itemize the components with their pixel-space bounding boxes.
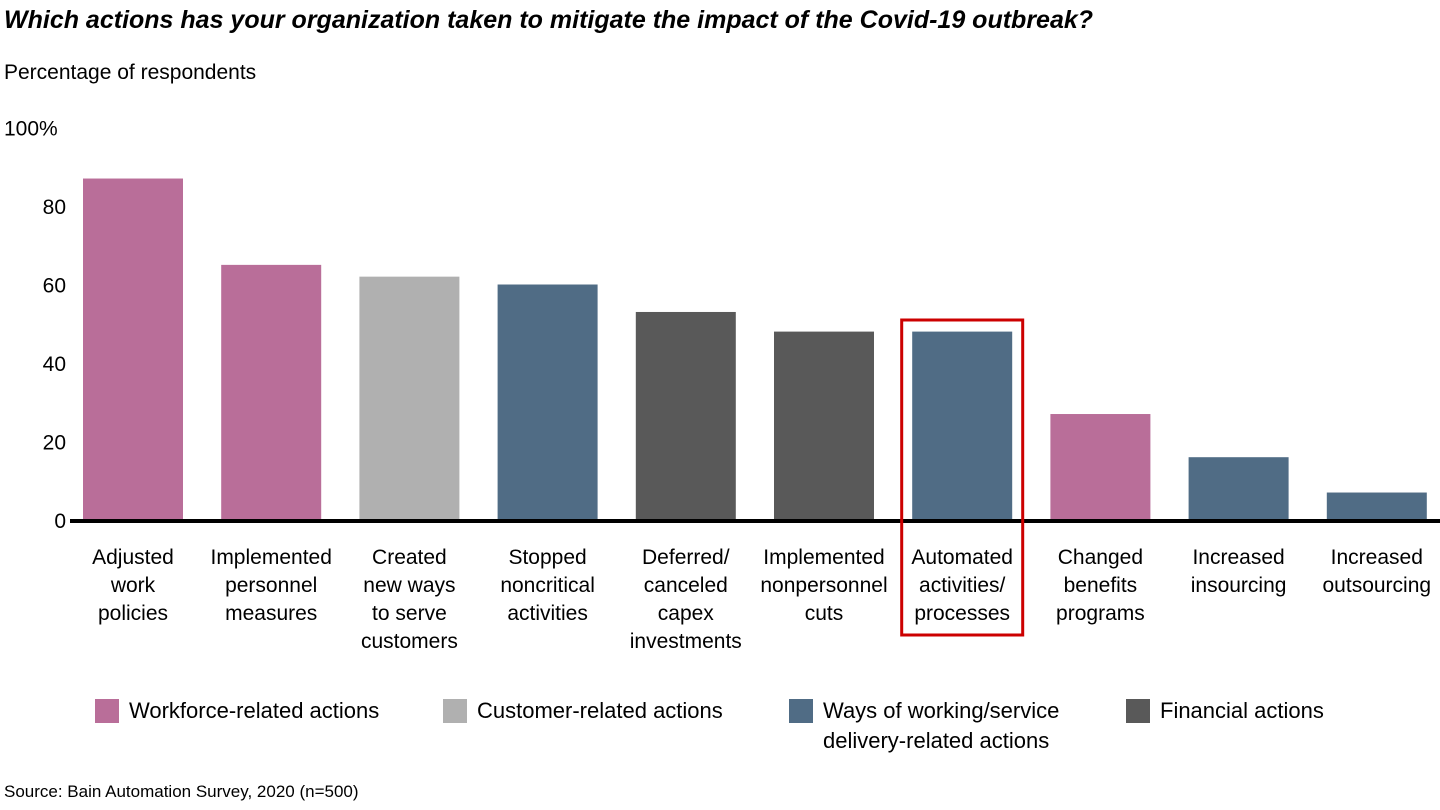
x-tick-label: policies [98, 602, 168, 625]
x-tick-label: Automated [911, 546, 1013, 569]
bar [1326, 492, 1427, 520]
x-tick-label: noncritical [500, 574, 595, 597]
x-tick-label: Adjusted [92, 546, 174, 569]
x-axis-line [70, 519, 1440, 523]
y-tick-label: 40 [43, 353, 66, 376]
x-tick-label: Increased [1192, 546, 1284, 569]
x-tick-label: activities/ [919, 574, 1006, 597]
bar [1188, 457, 1289, 520]
y-tick-label: 20 [43, 432, 66, 455]
bar [221, 264, 322, 520]
x-tick-label: measures [225, 602, 317, 625]
x-tick-label: customers [361, 630, 458, 653]
bar [635, 311, 736, 520]
legend-swatch [789, 699, 813, 723]
legend-label: Ways of working/service delivery-related… [823, 698, 1060, 753]
source-note: Source: Bain Automation Survey, 2020 (n=… [4, 782, 359, 801]
x-tick-label: investments [630, 630, 742, 653]
x-tick-label: new ways [363, 574, 455, 597]
legend-label: Workforce-related actions [129, 698, 380, 723]
y-tick-label: 100% [4, 118, 58, 141]
x-tick-label: outsourcing [1323, 574, 1432, 597]
x-tick-label: Implemented [763, 546, 884, 569]
bar [83, 178, 183, 520]
bar [774, 331, 874, 520]
legend-swatch [443, 699, 467, 723]
highlight-box [900, 318, 1025, 637]
legend-label: Customer-related actions [477, 698, 723, 723]
x-tick-label: insourcing [1191, 574, 1287, 597]
x-tick-label: activities [507, 602, 588, 625]
y-axis-label: Percentage of respondents [4, 61, 257, 84]
y-tick-label: 0 [54, 510, 66, 533]
x-tick-label: Deferred/ [642, 546, 730, 569]
x-tick-label: Implemented [210, 546, 331, 569]
x-tick-label: work [110, 574, 156, 597]
x-tick-label: Stopped [508, 546, 586, 569]
bar [912, 331, 1013, 520]
chart-title: Which actions has your organization take… [4, 6, 1094, 34]
x-tick-label: nonpersonnel [760, 574, 887, 597]
y-tick-label: 80 [43, 196, 66, 219]
x-tick-label: Created [372, 546, 447, 569]
legend-swatch [1126, 699, 1150, 723]
x-tick-label: canceled [644, 574, 728, 597]
y-tick-label: 60 [43, 275, 66, 298]
x-tick-label: cuts [805, 602, 844, 625]
x-tick-label: to serve [372, 602, 447, 625]
x-tick-label: benefits [1064, 574, 1138, 597]
x-tick-label: processes [914, 602, 1010, 625]
x-tick-label: capex [658, 602, 715, 625]
x-tick-label: programs [1056, 602, 1145, 625]
bar [1050, 414, 1151, 520]
bar [359, 276, 460, 520]
legend-swatch [95, 699, 119, 723]
x-tick-label: Changed [1058, 546, 1143, 569]
x-tick-label: personnel [225, 574, 317, 597]
bar [497, 284, 598, 520]
legend-label: Financial actions [1160, 698, 1324, 723]
x-tick-label: Increased [1331, 546, 1423, 569]
